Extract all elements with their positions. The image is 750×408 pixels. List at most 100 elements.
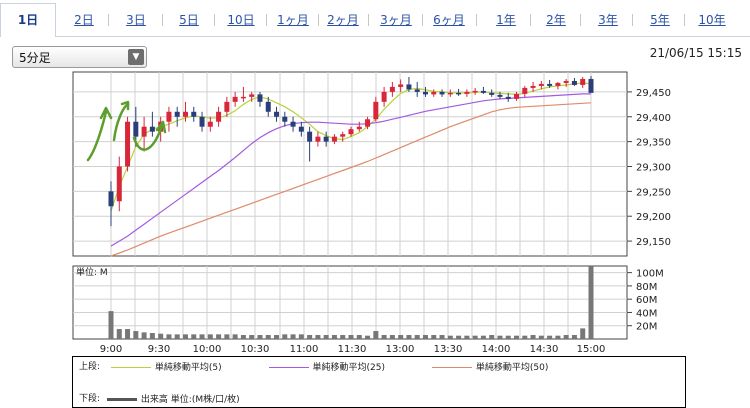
candle-body	[497, 94, 503, 97]
tab-bar-underline	[56, 36, 750, 37]
annotation-arrowhead-3	[155, 120, 167, 134]
candle-body	[216, 111, 222, 122]
volume-bar	[216, 334, 222, 339]
tab-separator	[530, 14, 531, 26]
candle-body	[547, 83, 553, 86]
candle-body	[356, 126, 362, 130]
volume-bar	[249, 335, 255, 339]
tab-separator	[580, 14, 581, 26]
candle-body	[307, 131, 313, 142]
volume-bar	[182, 334, 188, 339]
ma25-line	[110, 93, 591, 247]
volume-bar	[224, 334, 230, 339]
candle-body	[456, 92, 462, 95]
legend-ma5-label: 単純移動平均(5)	[154, 363, 222, 373]
volume-bar	[414, 335, 420, 339]
chevron-down-icon: ▼	[128, 49, 144, 65]
volume-tick-label: 100M	[636, 269, 664, 280]
volume-bar	[232, 334, 238, 339]
volume-bar	[588, 266, 594, 339]
time-tick-label: 10:30	[241, 344, 270, 355]
tab-period-10[interactable]: 2年	[546, 13, 566, 27]
price-tick-label: 29,400	[636, 113, 671, 124]
tab-separator	[632, 14, 633, 26]
volume-bar	[166, 334, 172, 339]
tab-period-6[interactable]: 2ヶ月	[327, 13, 359, 27]
tab-separator	[422, 14, 423, 26]
time-tick-label: 10:00	[193, 344, 222, 355]
tab-period-13[interactable]: 10年	[698, 13, 726, 27]
candle-body	[199, 116, 205, 127]
time-tick-label: 9:00	[100, 344, 122, 355]
volume-bar	[274, 335, 280, 339]
price-tick-label: 29,200	[636, 212, 671, 223]
volume-bar	[199, 334, 205, 339]
tab-period-0[interactable]: 1日	[0, 3, 56, 37]
candle-body	[580, 78, 586, 85]
tab-period-12[interactable]: 5年	[650, 13, 670, 27]
price-tick-label: 29,250	[636, 187, 671, 198]
tab-separator	[214, 14, 215, 26]
ma50-line	[110, 102, 592, 257]
candle-body	[588, 78, 594, 93]
candle-body	[422, 91, 428, 95]
time-tick-label: 11:00	[290, 344, 319, 355]
candle-body	[323, 136, 329, 142]
tab-period-11[interactable]: 3年	[598, 13, 618, 27]
volume-bar	[340, 335, 346, 339]
volume-bar	[240, 335, 246, 339]
tab-period-4[interactable]: 10日	[227, 13, 255, 27]
tab-period-3[interactable]: 5日	[179, 13, 199, 27]
candle-body	[538, 83, 544, 86]
tab-period-1[interactable]: 2日	[74, 13, 94, 27]
candle-body	[232, 96, 238, 102]
volume-bar	[207, 334, 213, 339]
candle-body	[125, 121, 131, 167]
chart-legend: 上段: 単純移動平均(5) 単純移動平均(25) 単純移動平均(50) 下段: …	[72, 356, 686, 408]
candle-body	[489, 92, 495, 95]
volume-bar	[555, 335, 561, 339]
candle-body	[174, 111, 180, 117]
volume-tick-label: 60M	[636, 295, 657, 306]
volume-bar	[265, 335, 271, 339]
volume-bar	[290, 334, 296, 339]
tab-period-2[interactable]: 3日	[126, 13, 146, 27]
period-tab-bar: 1日 2日 3日 5日 10日 1ヶ月 2ヶ月 3ヶ月 6ヶ月 1年 2年 3年 5年 10年	[0, 0, 750, 37]
candle-body	[555, 82, 561, 86]
time-tick-label: 13:00	[386, 344, 415, 355]
candle-body	[108, 191, 114, 207]
legend-ma25-line	[268, 367, 309, 368]
volume-bar	[257, 335, 263, 339]
price-tick-label: 29,300	[636, 162, 671, 173]
candle-body	[472, 90, 478, 93]
interval-select[interactable]: 5分足 ▼	[12, 46, 147, 68]
legend-lower-row: 下段: 出来高 単位:(M株/口/枚)	[79, 391, 240, 405]
legend-ma50-label: 単純移動平均(50)	[475, 363, 549, 373]
tab-period-7[interactable]: 3ヶ月	[380, 13, 412, 27]
tab-period-8[interactable]: 6ヶ月	[433, 13, 465, 27]
tab-period-9[interactable]: 1年	[496, 13, 516, 27]
volume-bar	[116, 329, 122, 339]
annotation-arrow-1	[86, 110, 108, 162]
volume-bar	[547, 335, 553, 339]
legend-upper-label: 上段:	[79, 362, 101, 372]
candle-body	[141, 126, 147, 137]
volume-tick-label: 20M	[636, 322, 657, 333]
tab-period-5[interactable]: 1ヶ月	[277, 13, 309, 27]
volume-bar	[447, 335, 453, 339]
candle-body	[182, 111, 188, 117]
volume-tick-label: 80M	[636, 282, 657, 293]
volume-bar	[439, 335, 445, 339]
volume-plot-frame	[72, 265, 628, 340]
chart-timestamp: 21/06/15 15:15	[649, 46, 742, 60]
price-plot-frame	[72, 71, 628, 257]
legend-volume-label: 出来高 単位:(M株/口/枚)	[140, 395, 240, 405]
time-tick-label: 11:30	[338, 344, 367, 355]
candle-body	[257, 94, 263, 102]
legend-lower-label: 下段:	[79, 394, 101, 404]
volume-bar	[456, 335, 462, 339]
legend-volume-line	[106, 398, 137, 401]
volume-bar	[522, 335, 528, 339]
candle-body	[191, 111, 197, 117]
volume-bar	[431, 335, 437, 339]
